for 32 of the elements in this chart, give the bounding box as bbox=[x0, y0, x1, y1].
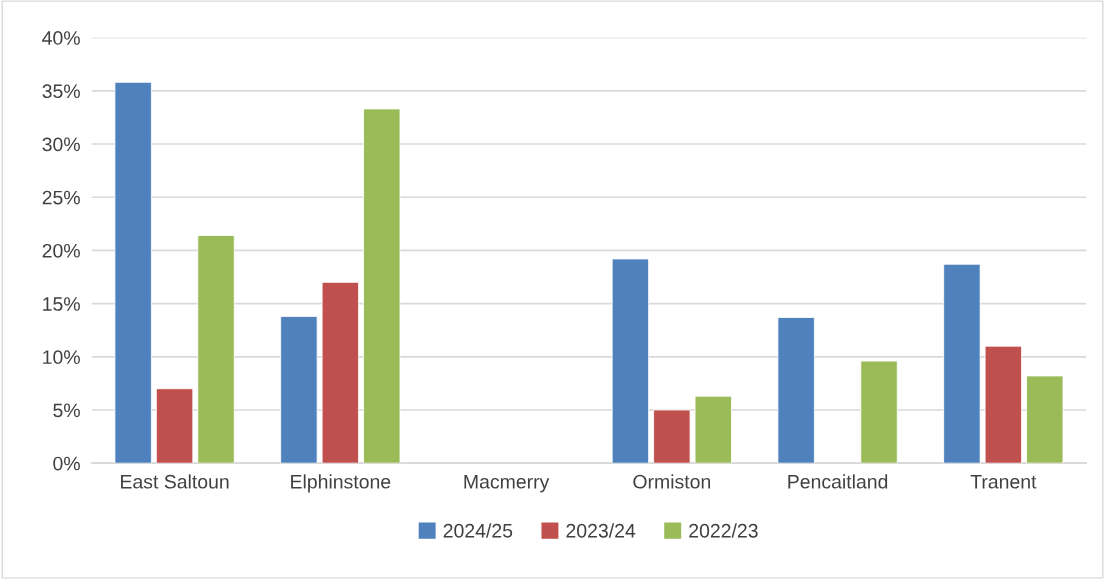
legend-label: 2024/25 bbox=[443, 523, 513, 538]
bar bbox=[321, 281, 359, 464]
y-tick-label: 10% bbox=[43, 350, 80, 365]
bar bbox=[363, 108, 401, 464]
x-tick-label: Elphinstone bbox=[291, 474, 391, 493]
bar bbox=[653, 409, 691, 464]
y-tick-label: 40% bbox=[42, 31, 80, 45]
y-tick-label: 30% bbox=[42, 137, 80, 152]
x-tick-label: East Saltoun bbox=[121, 474, 229, 489]
bar bbox=[114, 81, 152, 464]
y-tick-label: 0% bbox=[53, 456, 80, 471]
y-tick-label: 35% bbox=[42, 84, 80, 99]
bar bbox=[694, 395, 732, 464]
bar bbox=[611, 258, 650, 464]
y-tick-label: 5% bbox=[53, 403, 80, 418]
x-tick-label: Ormiston bbox=[633, 474, 711, 489]
bar bbox=[280, 315, 318, 464]
y-tick-label: 20% bbox=[42, 243, 80, 258]
bar bbox=[155, 388, 194, 464]
y-tick-label: 15% bbox=[43, 297, 80, 311]
x-tick-label: Macmerry bbox=[464, 475, 550, 493]
bar bbox=[1026, 375, 1064, 464]
x-tick-label: Tranent bbox=[970, 475, 1037, 489]
y-tick-label: 25% bbox=[42, 190, 80, 205]
bar bbox=[984, 345, 1022, 464]
bar bbox=[777, 317, 815, 464]
bar bbox=[860, 360, 898, 464]
x-tick-label: Pencaitland bbox=[788, 474, 888, 489]
bar bbox=[197, 235, 235, 464]
bar bbox=[943, 263, 981, 464]
legend-label: 2023/24 bbox=[566, 523, 636, 538]
legend-label: 2022/23 bbox=[689, 523, 758, 538]
